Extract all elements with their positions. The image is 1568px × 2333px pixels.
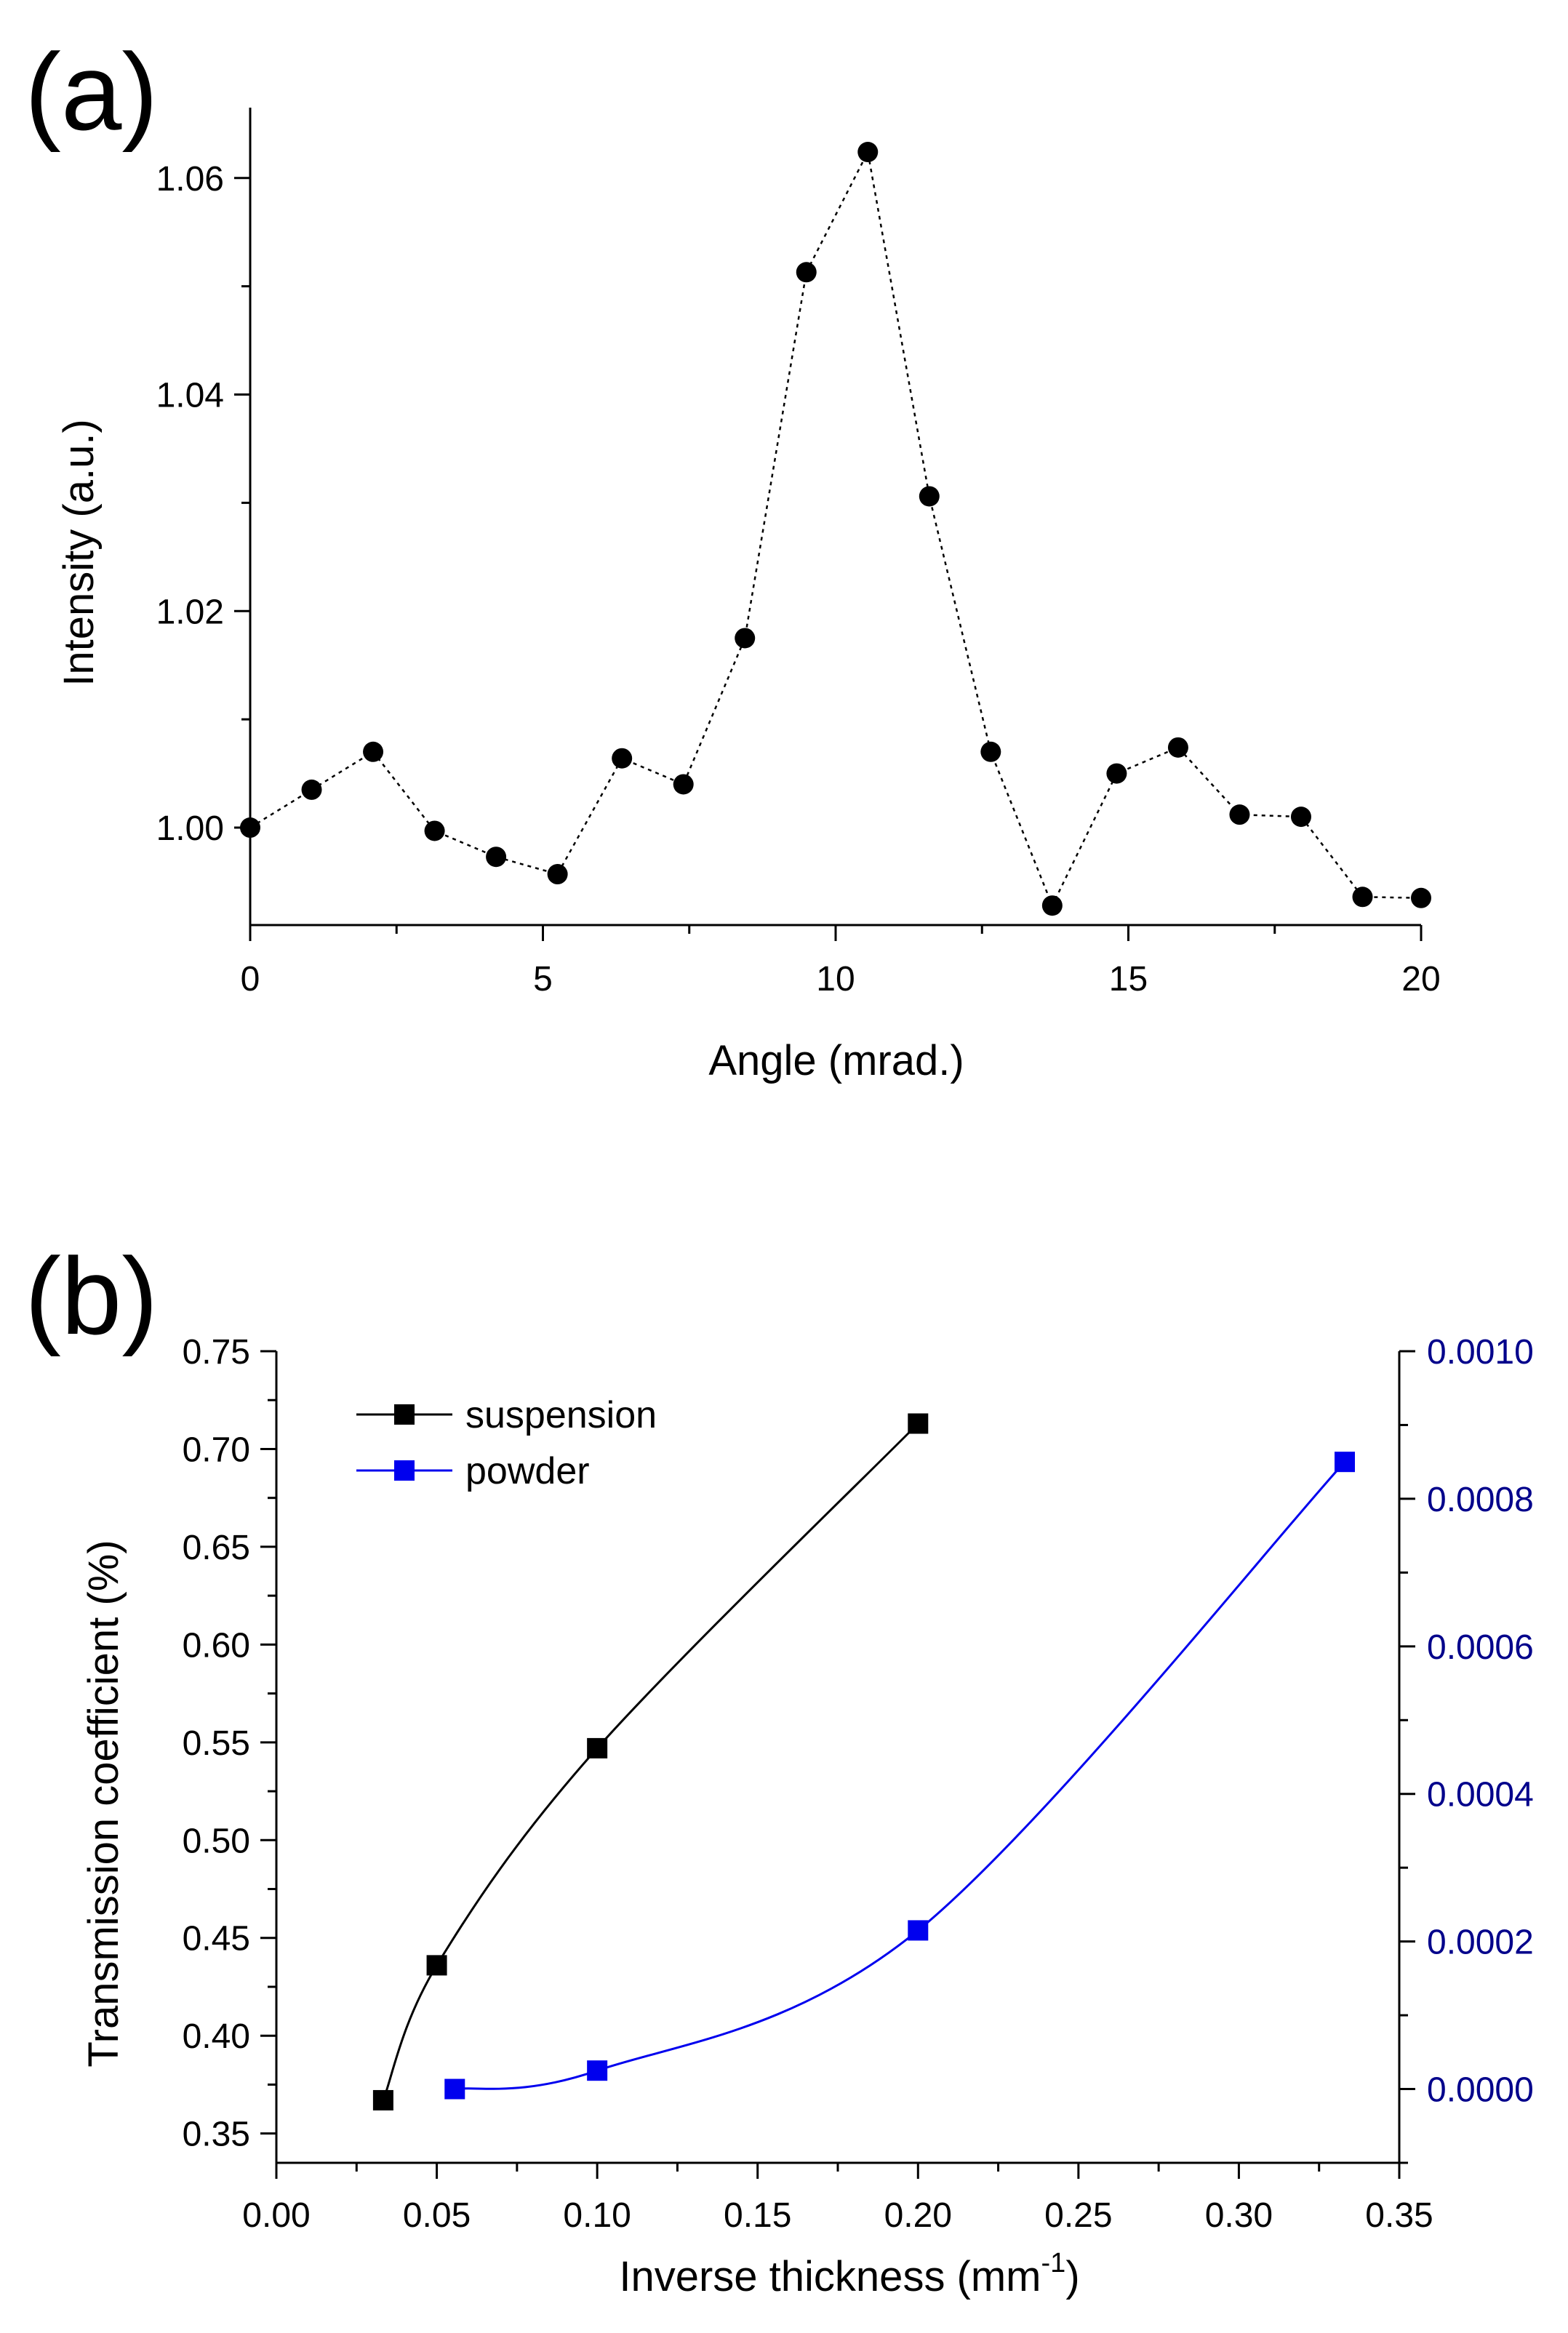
panel-b-x-tick-label: 0.25 bbox=[1044, 2196, 1112, 2235]
panel-b-right-y-tick-label: 0.0002 bbox=[1427, 1924, 1534, 1962]
panel-a-data-point bbox=[1167, 737, 1188, 758]
panel-b-x-tick-label: 0.10 bbox=[563, 2196, 631, 2235]
panel-a-series-line bbox=[249, 149, 1422, 908]
panel-a-x-tick-labels: 0 5 10 15 20 bbox=[241, 960, 1441, 999]
panel-b-powder-data-point bbox=[908, 1920, 929, 1941]
panel-a-data-point bbox=[547, 864, 568, 885]
panel-a-data-point bbox=[673, 774, 694, 795]
panel-a-y-tick-label: 1.00 bbox=[156, 809, 224, 848]
panel-a-data-point bbox=[919, 486, 940, 507]
panel-a-data-point bbox=[735, 628, 756, 649]
panel-b-right-y-tick-label: 0.0004 bbox=[1427, 1776, 1534, 1814]
panel-a-series-dotted-line bbox=[249, 149, 1422, 908]
panel-b-x-tick-label: 0.30 bbox=[1205, 2196, 1273, 2235]
panel-a-y-axis-title: Intensity (a.u.) bbox=[55, 419, 103, 686]
panel-a-data-points bbox=[240, 142, 1431, 916]
legend-suspension-label: suspension bbox=[465, 1394, 657, 1436]
panel-a-y-tick-labels: 1.00 1.02 1.04 1.06 bbox=[156, 160, 224, 848]
panel-b-y-tick-label: 0.50 bbox=[183, 1822, 250, 1860]
panel-b-y-tick-label: 0.35 bbox=[183, 2116, 250, 2154]
panel-a-data-point bbox=[857, 142, 879, 163]
panel-b-powder-data-point bbox=[444, 2078, 465, 2100]
panel-b-y-tick-label: 0.40 bbox=[183, 2017, 250, 2056]
panel-a-y-tick-label: 1.04 bbox=[156, 377, 224, 415]
legend-powder-label: powder bbox=[465, 1450, 590, 1492]
panel-b-y-tick-label: 0.45 bbox=[183, 1920, 250, 1958]
panel-b-y-tick-labels: 0.35 0.40 0.45 0.50 0.55 0.60 0.65 0.70 0.75 bbox=[183, 1333, 250, 2154]
panel-b-right-y-tick-label: 0.0008 bbox=[1427, 1481, 1534, 1519]
panel-b-powder-data-point bbox=[587, 2060, 608, 2081]
panel-a-data-point bbox=[1041, 895, 1063, 916]
panel-b-y-tick-label: 0.65 bbox=[183, 1529, 250, 1567]
panel-a-x-tick-label: 15 bbox=[1109, 960, 1148, 999]
panel-b-x-tick-label: 0.20 bbox=[884, 2196, 952, 2235]
panel-a-data-point bbox=[1106, 763, 1127, 784]
panel-a-x-tick-label: 20 bbox=[1401, 960, 1440, 999]
panel-b-x-tick-label: 0.35 bbox=[1365, 2196, 1433, 2235]
panel-a-data-point bbox=[1411, 887, 1431, 908]
panel-a-data-point bbox=[1290, 807, 1311, 828]
legend-suspension-marker bbox=[394, 1404, 415, 1425]
panel-a-data-point bbox=[486, 847, 507, 868]
panel-b-suspension-data-point bbox=[372, 2089, 393, 2110]
panel-b-x-axis-title-main: Inverse thickness (mm bbox=[619, 2253, 1041, 2300]
panel-b-right-y-tick-labels: 0.0000 0.0002 0.0004 0.0006 0.0008 0.0010 bbox=[1427, 1333, 1534, 2110]
panel-b-y-tick-label: 0.75 bbox=[183, 1333, 250, 1372]
panel-b-suspension-data-point bbox=[426, 1955, 447, 1976]
panel-b-x-tick-labels: 0.00 0.05 0.10 0.15 0.20 0.25 0.30 0.35 bbox=[242, 2196, 1433, 2235]
panel-a-data-point bbox=[980, 741, 1001, 762]
panel-a-x-tick-label: 10 bbox=[816, 960, 855, 999]
panel-b-x-tick-label: 0.05 bbox=[403, 2196, 471, 2235]
panel-a-data-point bbox=[612, 748, 633, 769]
panel-b-legend: suspension powder bbox=[356, 1394, 657, 1492]
panel-b-suspension-fit-line bbox=[382, 1422, 919, 2101]
panel-b-label: (b) bbox=[25, 1235, 158, 1357]
panel-b-right-y-tick-label: 0.0000 bbox=[1427, 2071, 1534, 2110]
panel-a-data-point bbox=[1352, 887, 1373, 908]
panel-a-data-point bbox=[363, 741, 384, 762]
panel-a-data-point bbox=[424, 820, 445, 841]
panel-b-x-axis-title: Inverse thickness (mm-1) bbox=[619, 2248, 1079, 2300]
panel-a-label: (a) bbox=[25, 31, 158, 153]
panel-a-y-tick-label: 1.02 bbox=[156, 593, 224, 631]
panel-a-data-point bbox=[1229, 804, 1250, 825]
panel-b-x-tick-label: 0.15 bbox=[724, 2196, 791, 2235]
panel-a: (a) 0 5 10 15 20 1.00 1.02 1.04 1.06 Angle (mra… bbox=[25, 31, 1441, 1084]
panel-b-y-axis-title: Transmission coefficient (%) bbox=[80, 1540, 127, 2067]
panel-b-y-tick-label: 0.60 bbox=[183, 1626, 250, 1665]
panel-a-x-tick-label: 0 bbox=[241, 960, 260, 999]
panel-a-x-tick-label: 5 bbox=[533, 960, 553, 999]
panel-b-powder-fit-line bbox=[455, 1461, 1346, 2091]
legend-powder-marker bbox=[394, 1460, 415, 1481]
panel-a-data-point bbox=[796, 262, 817, 283]
panel-b: (b) 0.00 0.05 0.10 0.15 0.20 0.25 0.30 0.35 0.3… bbox=[25, 1235, 1534, 2300]
panel-b-suspension-data-point bbox=[587, 1737, 608, 1758]
panel-b-right-y-tick-label: 0.0006 bbox=[1427, 1628, 1534, 1667]
panel-b-data-points bbox=[372, 1413, 1356, 2110]
panel-b-x-axis-title-superscript: -1 bbox=[1041, 2248, 1066, 2278]
panel-b-x-axis-title-close: ) bbox=[1065, 2253, 1079, 2300]
panel-b-right-y-tick-label: 0.0010 bbox=[1427, 1333, 1534, 1372]
panel-a-data-point bbox=[240, 817, 260, 839]
panel-b-y-tick-label: 0.70 bbox=[183, 1430, 250, 1469]
panel-b-series-lines bbox=[382, 1422, 1346, 2101]
panel-b-powder-data-point bbox=[1335, 1452, 1356, 1473]
panel-b-y-tick-label: 0.55 bbox=[183, 1724, 250, 1763]
panel-b-x-tick-label: 0.00 bbox=[242, 2196, 310, 2235]
panel-b-axes bbox=[260, 1350, 1415, 2179]
panel-b-suspension-data-point bbox=[908, 1413, 929, 1434]
panel-a-data-point bbox=[301, 779, 322, 800]
panel-a-y-tick-label: 1.06 bbox=[156, 160, 224, 199]
panel-a-x-axis-title: Angle (mrad.) bbox=[708, 1037, 964, 1084]
